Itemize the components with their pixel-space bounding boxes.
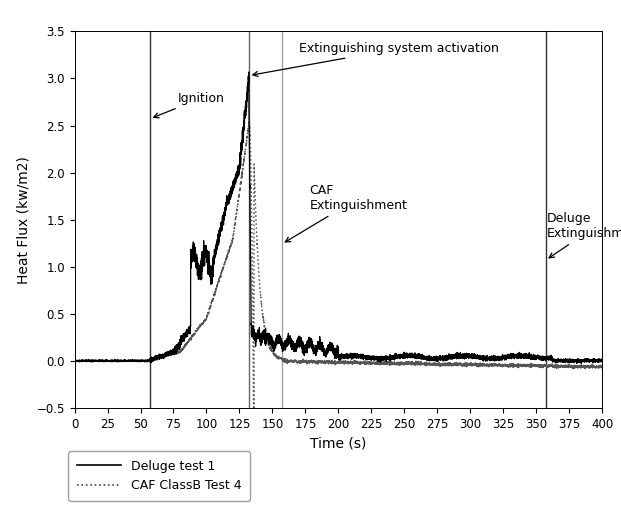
Text: Ignition: Ignition xyxy=(153,92,224,118)
Text: CAF
Extinguishment: CAF Extinguishment xyxy=(285,184,407,242)
Legend: Deluge test 1, CAF ClassB Test 4: Deluge test 1, CAF ClassB Test 4 xyxy=(68,451,250,501)
Text: Extinguishing system activation: Extinguishing system activation xyxy=(253,42,499,76)
Y-axis label: Heat Flux (kw/m2): Heat Flux (kw/m2) xyxy=(17,156,31,283)
X-axis label: Time (s): Time (s) xyxy=(310,436,366,450)
Text: Deluge
Extinguishment: Deluge Extinguishment xyxy=(547,212,621,258)
